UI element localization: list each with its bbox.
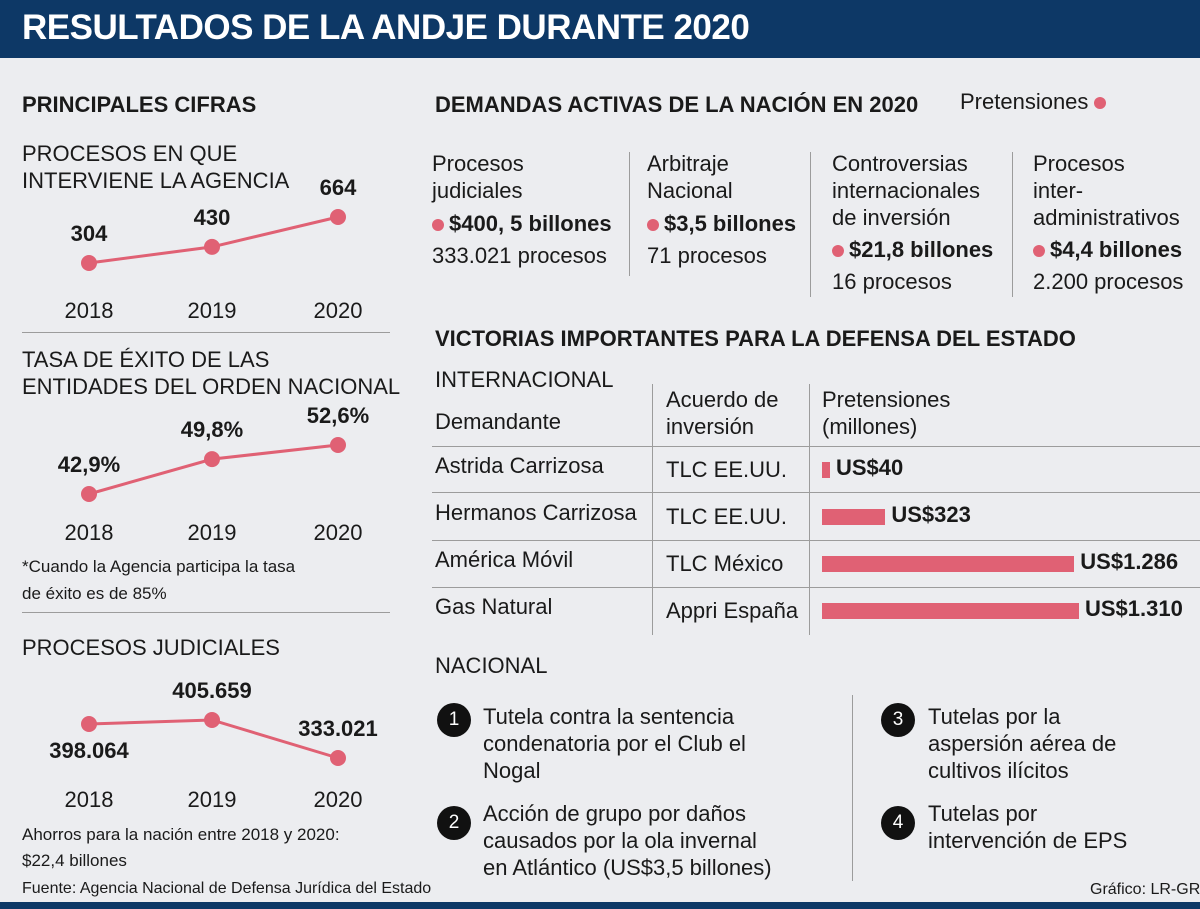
bar	[822, 509, 886, 525]
footer-bar	[0, 902, 1200, 909]
divider	[652, 384, 653, 635]
demand-item: Procesos judiciales $400, 5 billones 333…	[432, 151, 612, 268]
national-item: Tutelas por intervención de EPS	[928, 801, 1128, 853]
data-label: 304	[71, 221, 108, 246]
data-point	[330, 750, 346, 766]
demand-item: Procesos inter- administrativos $4,4 bil…	[1033, 151, 1184, 294]
divider	[809, 384, 810, 635]
divider	[432, 540, 1200, 541]
data-point	[204, 238, 220, 255]
legend-dot-icon	[1094, 97, 1107, 110]
number-badge-3: 3	[881, 703, 915, 737]
x-tick-label: 2020	[314, 520, 363, 545]
national-item: Tutelas por la aspersión aérea de cultiv…	[928, 704, 1117, 783]
x-tick-label: 2019	[188, 298, 237, 323]
page-title: RESULTADOS DE LA ANDJE DURANTE 2020	[22, 8, 750, 47]
table-cell-plaintiff: América Móvil	[435, 547, 574, 572]
bar-value-label: US$1.310	[1085, 596, 1183, 621]
chart1-title: PROCESOS EN QUE INTERVIENE LA AGENCIA	[22, 141, 290, 193]
bar	[822, 462, 830, 478]
chart-judicial-line: 398.064 2018 405.659 2019 333.021 2020	[49, 678, 378, 812]
chart2-note: *Cuando la Agencia participa la tasa de …	[22, 557, 296, 603]
demand-item: Controversias internacionales de inversi…	[832, 151, 994, 294]
national-item: Tutela contra la sentencia condenatoria …	[483, 704, 746, 783]
credit-footer: Gráfico: LR-GR	[1090, 881, 1200, 898]
data-point	[81, 486, 97, 502]
data-label: 405.659	[172, 678, 252, 703]
divider	[22, 612, 390, 613]
bar	[822, 556, 1075, 572]
bar-value-label: US$40	[836, 455, 904, 480]
data-point	[204, 451, 220, 468]
bar-value-label: US$323	[891, 502, 971, 527]
chart3-note: Ahorros para la nación entre 2018 y 2020…	[22, 825, 340, 870]
col-header-claims: Pretensiones (millones)	[822, 387, 951, 439]
bar	[822, 603, 1079, 619]
chart-success-rate-line: 42,9% 2018 49,8% 2019 52,6% 2020	[58, 403, 369, 545]
table-cell-agreement: Appri España	[666, 598, 799, 623]
data-label: 49,8%	[181, 417, 243, 442]
bullet-icon	[832, 245, 844, 258]
table-cell-agreement: TLC EE.UU.	[666, 504, 788, 529]
data-point	[330, 209, 346, 225]
col-header-plaintiff: Demandante	[435, 409, 561, 434]
x-tick-label: 2018	[65, 520, 114, 545]
divider	[1012, 152, 1013, 297]
source-footer: Fuente: Agencia Nacional de Defensa Jurí…	[22, 880, 432, 897]
number-badge-2: 2	[437, 806, 471, 840]
table-cell-plaintiff: Astrida Carrizosa	[435, 453, 604, 478]
divider	[629, 152, 630, 276]
table-cell-plaintiff: Gas Natural	[435, 594, 553, 619]
data-label: 398.064	[49, 738, 129, 763]
data-label: 333.021	[298, 716, 378, 741]
table-cell-agreement: TLC México	[666, 551, 784, 576]
divider	[432, 492, 1200, 493]
col-header-agreement: Acuerdo de inversión	[666, 387, 779, 439]
x-tick-label: 2020	[314, 787, 363, 812]
divider	[432, 587, 1200, 588]
divider	[432, 446, 1200, 447]
bullet-icon	[647, 219, 659, 232]
national-item: Acción de grupo por daños causados por l…	[483, 801, 772, 880]
national-heading: NACIONAL	[435, 653, 548, 678]
bullet-icon	[1033, 245, 1045, 258]
data-point	[330, 437, 346, 453]
bar-value-label: US$1.286	[1080, 549, 1179, 574]
divider	[810, 152, 811, 297]
table-cell-plaintiff: Hermanos Carrizosa	[435, 500, 637, 525]
demands-title: DEMANDAS ACTIVAS DE LA NACIÓN EN 2020	[435, 92, 919, 117]
x-tick-label: 2019	[188, 520, 237, 545]
data-label: 42,9%	[58, 452, 120, 477]
data-point	[81, 715, 97, 732]
chart2-title: TASA DE ÉXITO DE LAS ENTIDADES DEL ORDEN…	[22, 347, 401, 399]
chart3-title: PROCESOS JUDICIALES	[22, 635, 280, 660]
number-badge-1: 1	[437, 703, 471, 737]
number-badge-4: 4	[881, 806, 915, 840]
bullet-icon	[432, 219, 444, 232]
demand-item: Arbitraje Nacional $3,5 billones 71 proc…	[647, 151, 797, 268]
data-point	[81, 255, 97, 271]
chart-processes-line: 304 2018 430 2019 664 2020	[65, 175, 363, 323]
header-bar	[0, 0, 1200, 58]
international-heading: INTERNACIONAL	[435, 367, 614, 392]
data-label: 52,6%	[307, 403, 369, 428]
data-label: 430	[194, 205, 231, 230]
x-tick-label: 2018	[65, 298, 114, 323]
data-label: 664	[320, 175, 357, 200]
x-tick-label: 2019	[188, 787, 237, 812]
left-heading: PRINCIPALES CIFRAS	[22, 92, 257, 117]
data-point	[204, 712, 220, 728]
victories-title: VICTORIAS IMPORTANTES PARA LA DEFENSA DE…	[435, 326, 1076, 351]
table-cell-agreement: TLC EE.UU.	[666, 457, 788, 482]
x-tick-label: 2020	[314, 298, 363, 323]
divider	[852, 695, 853, 881]
divider	[22, 332, 390, 333]
x-tick-label: 2018	[65, 787, 114, 812]
demands-legend: Pretensiones	[960, 88, 1111, 115]
